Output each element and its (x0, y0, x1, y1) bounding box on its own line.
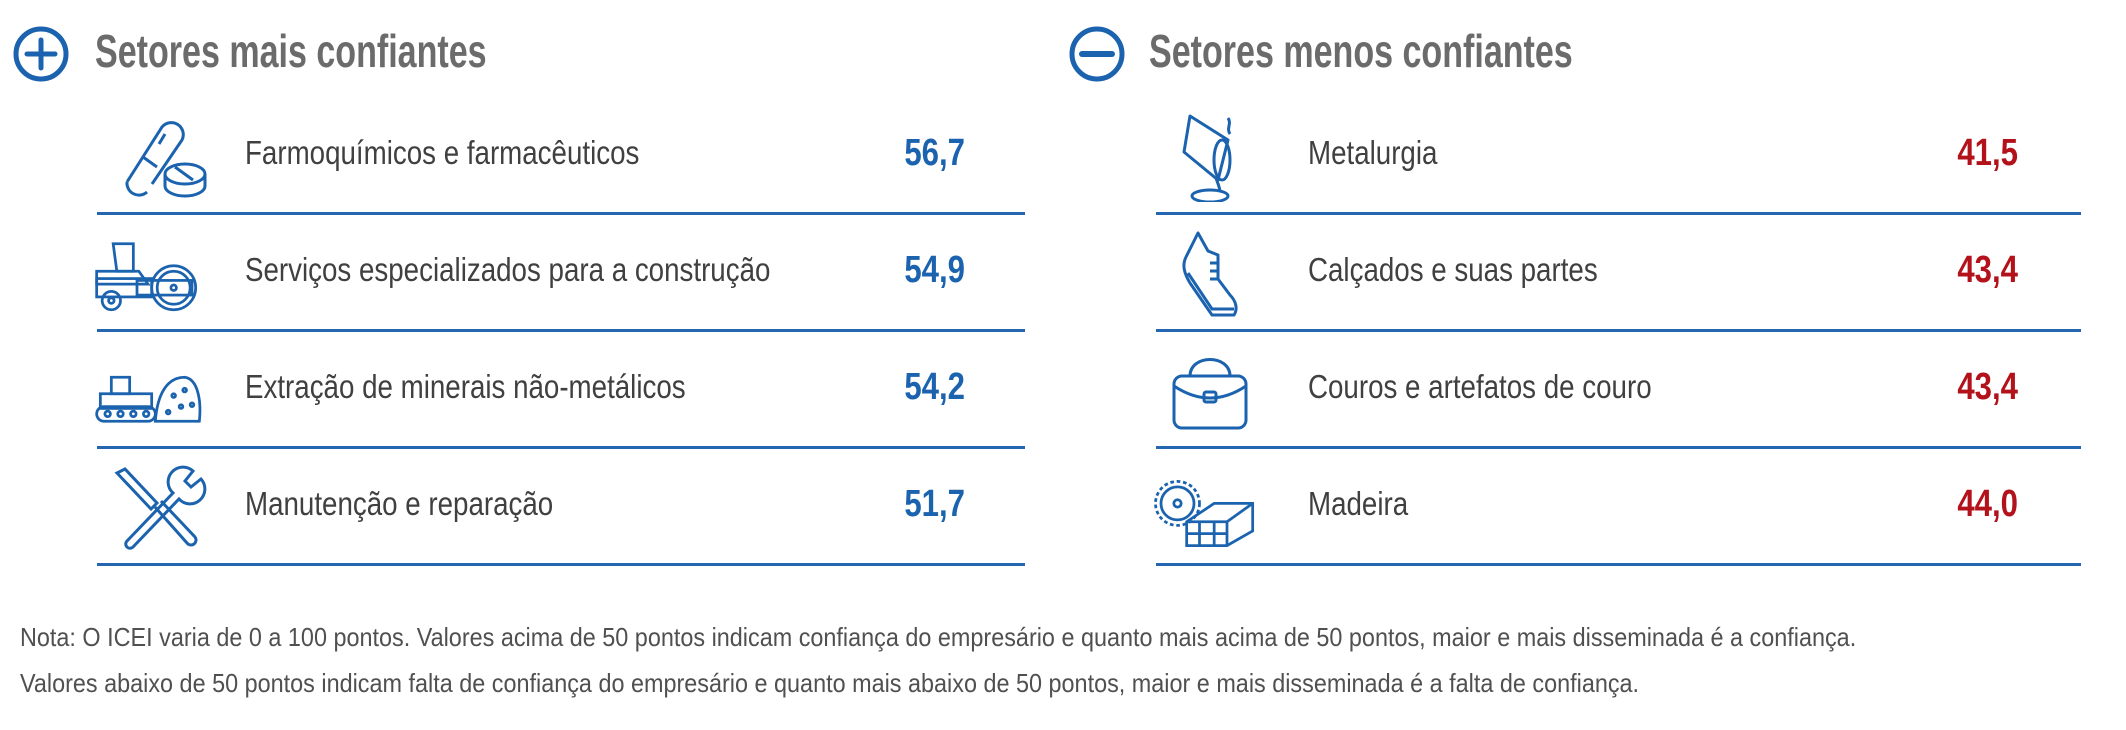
section-title-least-confident: Setores menos confiantes (1149, 25, 1573, 77)
sector-value: 43,4 (1957, 366, 2018, 408)
sector-value: 56,7 (904, 132, 965, 174)
sector-label: Metalurgia (1308, 134, 1438, 171)
sneaker-icon (1182, 231, 1238, 317)
divider (1156, 329, 2081, 332)
sector-value: 43,4 (1957, 249, 2018, 291)
sector-label: Madeira (1308, 485, 1409, 522)
sector-value: 44,0 (1957, 483, 2018, 525)
sector-value: 54,9 (904, 249, 965, 291)
minus-circle-icon (1069, 26, 1125, 82)
list-item: Serviços especializados para a construçã… (95, 215, 1025, 332)
sector-label: Farmoquímicos e farmacêuticos (245, 134, 640, 171)
plus-circle-icon (13, 26, 69, 82)
pills-icon (125, 121, 207, 198)
list-item: Couros e artefatos de couro 43,4 (1156, 332, 2081, 449)
divider (97, 212, 1025, 215)
list-item: Farmoquímicos e farmacêuticos 56,7 (97, 98, 1025, 215)
wrench-screwdriver-icon (114, 465, 207, 550)
handbag-icon (1172, 358, 1248, 430)
list-item: Madeira 44,0 (1154, 449, 2081, 566)
sector-value: 41,5 (1957, 132, 2018, 174)
divider (1156, 212, 2081, 215)
sector-value: 54,2 (904, 366, 965, 408)
list-item: Manutenção e reparação 51,7 (97, 449, 1025, 566)
divider (1156, 563, 2081, 566)
sector-value: 51,7 (904, 483, 965, 525)
footnote-line-1: Nota: O ICEI varia de 0 a 100 pontos. Va… (20, 622, 1857, 652)
saw-wood-icon (1154, 480, 1255, 547)
sector-label: Calçados e suas partes (1308, 251, 1598, 288)
footnote-line-2: Valores abaixo de 50 pontos indicam falt… (20, 668, 1640, 698)
bulldozer-minerals-icon (95, 375, 202, 423)
sector-label: Couros e artefatos de couro (1308, 368, 1652, 405)
divider (97, 563, 1025, 566)
road-roller-icon (95, 242, 198, 312)
divider (97, 329, 1025, 332)
section-title-most-confident: Setores mais confiantes (95, 25, 487, 77)
sector-label: Serviços especializados para a construçã… (245, 251, 771, 288)
list-item: Calçados e suas partes 43,4 (1156, 215, 2081, 332)
sector-label: Manutenção e reparação (245, 485, 554, 522)
list-item: Extração de minerais não-metálicos 54,2 (95, 332, 1025, 449)
list-item: Metalurgia 41,5 (1156, 98, 2081, 215)
divider (97, 446, 1025, 449)
divider (1156, 446, 2081, 449)
sector-label: Extração de minerais não-metálicos (245, 368, 686, 405)
pouring-bucket-icon (1182, 114, 1232, 202)
